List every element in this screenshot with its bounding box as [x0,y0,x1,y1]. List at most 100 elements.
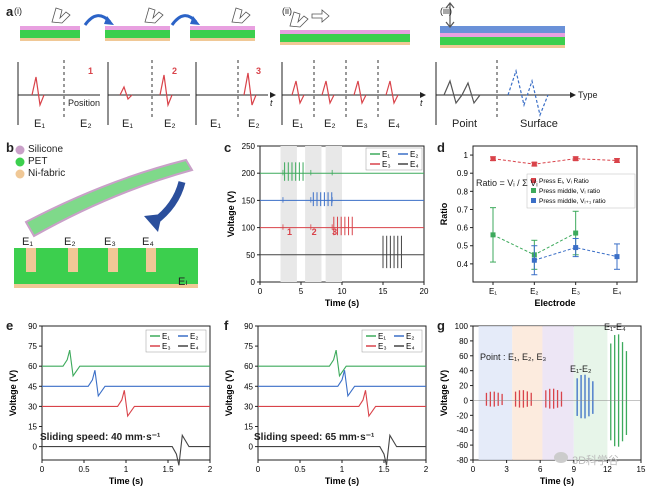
time-window [325,146,342,282]
y-tick-label: 250 [242,142,256,151]
legend-label: E₄ [190,342,199,351]
series-trace [42,390,210,418]
y-axis-label: Ratio [439,202,449,225]
legend-box [361,329,423,353]
g-point-label: Point : E₁, E₂, E₃ [480,352,547,362]
watermark: 3D科学谷 [572,455,620,467]
wechat-icon [554,452,568,463]
surface-trace [507,68,549,117]
hand-icon [289,11,309,28]
electrode-pad [108,248,118,272]
arrow-updown-icon [445,2,455,28]
y-tick-label: 30 [244,402,253,411]
y-tick-label: 0 [251,278,256,287]
electrode-pad [26,248,36,272]
axis-arrowhead-icon [420,92,426,98]
y-tick-label: -20 [456,411,468,420]
x-tick-label: 0 [40,465,45,474]
x-tick-label: 3 [504,465,509,474]
axis-arrowhead-icon [570,92,576,98]
arrowhead-icon [144,214,162,232]
legend-label: E₂ [410,150,418,159]
b-electrode-el: Eₗ [178,276,188,288]
data-point [490,156,496,162]
y-tick-label: 75 [28,342,37,351]
legend-label: E₂ [190,332,198,341]
y-tick-label: -60 [456,441,468,450]
roman-i: (i) [14,6,22,16]
y-axis-label: Voltage (V) [226,191,236,237]
legend-swatch [531,198,536,203]
x-tick-label: 15 [637,465,646,474]
legend-silicone: Silicone [28,144,64,155]
arrow-right-icon [311,9,330,23]
time-window [305,146,322,282]
panel-a-device-ii [280,30,410,45]
y-tick-label: 40 [459,367,468,376]
legend-label: Press middle, Vᵢ₊₁ ratio [539,198,606,205]
g-e1e2-label: E₁-E₂ [570,364,592,374]
x-axis-label: Electrode [534,298,575,308]
data-point [573,245,579,251]
y-axis-label: Voltage (V) [224,370,234,416]
electrode-pad [146,248,156,272]
y-tick-label: 90 [28,322,37,331]
y-tick-label: 200 [242,169,256,178]
y-tick-label: 0 [464,396,469,405]
electrode-label: E₂ [80,118,92,130]
press-label: 3 [332,227,337,237]
series-trace [258,349,426,378]
x-tick-label: 10 [338,287,347,296]
y-tick-label: 45 [244,382,253,391]
chart-d: 0.4 0.5 0.6 0.7 0.8 0.9 1 Electrode Ratio E₁ E₂ E₃ E… [439,145,638,308]
hand-icon [144,7,164,24]
legend-label: E₁ [378,332,386,341]
panel-a-device-iii [440,26,565,48]
b-electrode-e1: E₁ [22,236,34,248]
axis-arrowhead-icon [270,92,276,98]
panel-a-device-i3 [190,26,255,41]
panel-a-schematic [17,2,576,125]
time-window [478,326,513,460]
series-line [534,247,618,261]
legend-label: E₃ [382,160,391,169]
cross-section-ni-bottom [14,284,198,288]
y-tick-label: 15 [244,423,253,432]
hand-icon [51,7,71,24]
panel-letter-b: b [6,140,14,155]
electrode-label: E₃ [356,118,368,130]
x-tick-label: 1.5 [162,465,174,474]
y-tick-label: 0.5 [457,242,469,251]
chart-f: 0 0.5 1 1.5 2 0 15 30 45 60 75 90 Time (s) Voltage (V… [224,322,429,486]
legend-swatch [531,178,536,183]
y-tick-label: 0.7 [457,205,469,214]
x-tick-label: 5 [299,287,304,296]
roman-iii: (iii) [440,6,452,16]
y-tick-label: 100 [242,224,256,233]
y-tick-label: 60 [459,352,468,361]
x-tick-label: 0.5 [294,465,306,474]
data-point [573,230,579,236]
x-tick-label: E₂ [530,287,538,296]
electrode-label: E₁ [292,118,304,130]
y-tick-label: 75 [244,342,253,351]
press-label: 2 [312,227,317,237]
pulse-trace [159,74,173,108]
y-tick-label: 90 [244,322,253,331]
pulse-trace [321,80,335,105]
x-tick-label: 2 [424,465,429,474]
x-axis-label: Time (s) [325,476,359,486]
y-tick-label: 60 [244,362,253,371]
cross-section-pet [14,248,198,284]
legend-swatch [531,188,536,193]
press-number-1: 1 [88,66,94,76]
electrode-label: E₂ [324,118,336,130]
legend-label: E₃ [378,342,387,351]
legend-label: E₁ [382,150,390,159]
b-electrode-e3: E₃ [104,236,116,248]
legend-box [145,329,207,353]
caption-e: Sliding speed: 40 mm·s⁻¹ [40,432,161,443]
x-tick-label: E₄ [613,287,622,296]
data-point [614,254,620,260]
